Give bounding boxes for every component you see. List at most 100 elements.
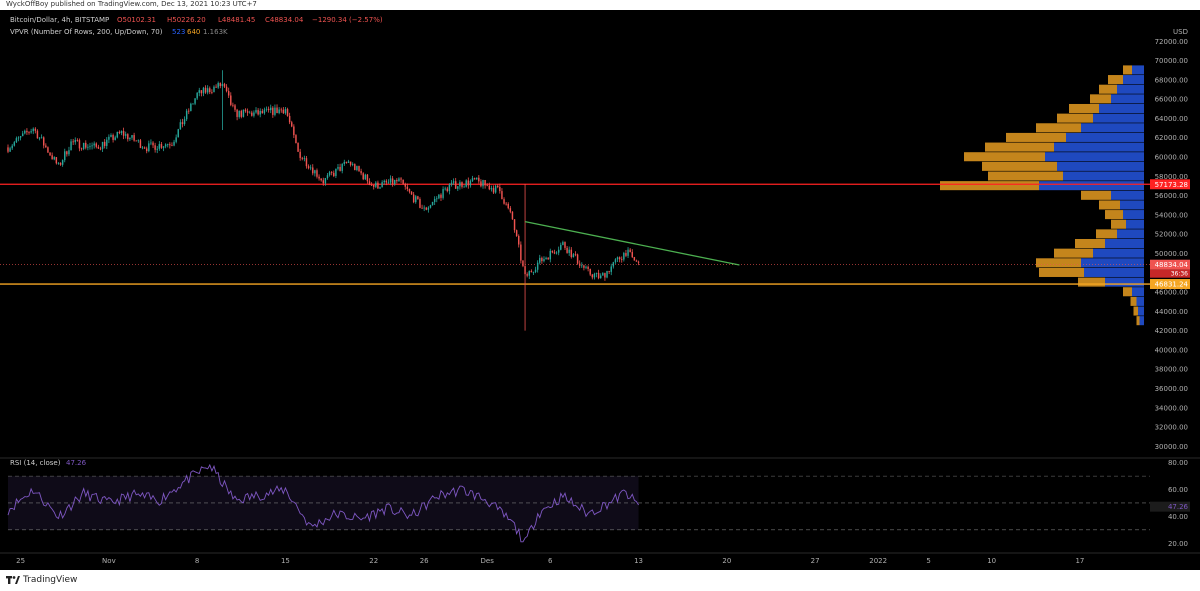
- vpvr-down-bar: [964, 152, 1045, 162]
- candle-body: [97, 146, 100, 149]
- legend-close: C48834.04: [265, 16, 304, 24]
- time-tick-label: 10: [987, 557, 996, 565]
- candle-body: [444, 188, 446, 190]
- vpvr-up-bar: [1139, 316, 1144, 326]
- candle-body: [360, 171, 362, 174]
- time-axis[interactable]: 25 Nov 8 15 22 26 Des 6 13 20 27 2022 5 10 17: [16, 557, 1084, 565]
- candle-body: [72, 141, 74, 143]
- trendline-group[interactable]: [524, 221, 740, 266]
- candle-body: [370, 184, 373, 186]
- candle-body: [53, 157, 55, 160]
- time-tick-label: 22: [369, 557, 378, 565]
- candle-body: [211, 92, 213, 93]
- candle-body: [347, 161, 350, 163]
- candle-body: [318, 176, 320, 179]
- candle-body: [131, 135, 133, 138]
- price-tick-label: 52000.00: [1155, 231, 1188, 239]
- candle-body: [103, 141, 106, 146]
- candle-body: [238, 110, 240, 117]
- price-tick-label: 46000.00: [1155, 289, 1188, 297]
- candle-body: [242, 109, 245, 117]
- vpvr-up-bar: [1105, 239, 1144, 249]
- rsi-legend-title: RSI (14, close): [10, 459, 61, 467]
- candle-body: [110, 134, 112, 137]
- candle-body: [404, 183, 406, 187]
- candle-body: [307, 166, 310, 169]
- price-tick-label: 44000.00: [1155, 308, 1188, 316]
- candle-body: [457, 186, 459, 189]
- chart-area[interactable]: 20.00 40.00 60.00 80.00 47.26 30000.00 32000.…: [0, 10, 1200, 570]
- candle-body: [280, 109, 282, 111]
- candle-body: [326, 175, 329, 178]
- candle-body: [427, 207, 430, 210]
- candle-body: [578, 263, 581, 266]
- candle-body: [530, 271, 533, 273]
- candle-body: [511, 211, 514, 220]
- candle-body: [366, 174, 369, 182]
- candle-body: [408, 188, 411, 192]
- time-tick-label: 17: [1075, 557, 1084, 565]
- candle-body: [248, 112, 251, 114]
- candle-body: [545, 257, 547, 260]
- tradingview-wordmark: TradingView: [23, 575, 78, 585]
- candle-body: [372, 185, 375, 187]
- candle-body: [74, 140, 76, 143]
- candle-body: [381, 182, 383, 188]
- candle-body: [225, 86, 228, 92]
- candle-body: [595, 272, 598, 274]
- candle-body: [564, 242, 566, 248]
- time-tick-label: 26: [420, 557, 429, 565]
- candle-body: [255, 110, 257, 113]
- price-chart-svg[interactable]: 20.00 40.00 60.00 80.00 47.26 30000.00 32000.…: [0, 10, 1200, 570]
- vpvr-up-bar: [1117, 229, 1144, 239]
- price-tick-label: 72000.00: [1155, 38, 1188, 46]
- candle-body: [572, 254, 575, 258]
- vpvr-down-bar: [1090, 94, 1111, 104]
- footer-bar: TradingView: [0, 570, 1200, 591]
- candle-body: [635, 260, 638, 262]
- candle-body: [417, 196, 419, 200]
- candle-body: [513, 219, 516, 231]
- vpvr-legend-total: 1.163K: [203, 28, 228, 36]
- candle-body: [99, 148, 102, 150]
- candle-body: [507, 203, 509, 209]
- candle-body: [436, 198, 438, 200]
- tradingview-logo[interactable]: TradingView: [6, 575, 77, 585]
- rsi-tick-label: 20.00: [1168, 540, 1188, 548]
- candle-body: [141, 147, 144, 149]
- vpvr-down-bar: [1075, 239, 1105, 249]
- candle-body: [135, 140, 137, 142]
- candle-body: [442, 189, 444, 198]
- candle-body: [555, 252, 558, 254]
- candle-body: [463, 186, 465, 188]
- candle-body: [492, 188, 495, 193]
- candle-body: [148, 143, 150, 152]
- candle-body: [465, 180, 467, 187]
- candle-body: [631, 252, 633, 258]
- candle-body: [89, 146, 91, 148]
- price-tick-label: 32000.00: [1155, 424, 1188, 432]
- candle-body: [570, 249, 573, 258]
- candle-body: [293, 126, 295, 136]
- price-axis[interactable]: 30000.00 32000.00 34000.00 36000.00 38000.00…: [1150, 28, 1190, 451]
- last-price-tag: [1150, 259, 1190, 270]
- candle-body: [269, 107, 272, 111]
- candle-body: [459, 182, 461, 187]
- candle-body: [385, 180, 388, 183]
- vpvr-down-bar: [1036, 258, 1081, 268]
- candle-body: [244, 109, 247, 112]
- candle-body: [482, 180, 484, 187]
- candle-body: [475, 177, 478, 180]
- currency-label: USD: [1173, 28, 1188, 36]
- vpvr-down-bar: [1123, 65, 1132, 75]
- legend-high: H50226.20: [167, 16, 206, 24]
- candle-body: [150, 142, 152, 144]
- candle-body: [440, 194, 442, 198]
- candle-body: [240, 110, 243, 117]
- candle-body: [566, 247, 568, 253]
- price-tick-label: 36000.00: [1155, 385, 1188, 393]
- vpvr-down-bar: [1069, 103, 1099, 114]
- candle-body: [257, 110, 259, 115]
- rsi-tick-label: 80.00: [1168, 459, 1188, 467]
